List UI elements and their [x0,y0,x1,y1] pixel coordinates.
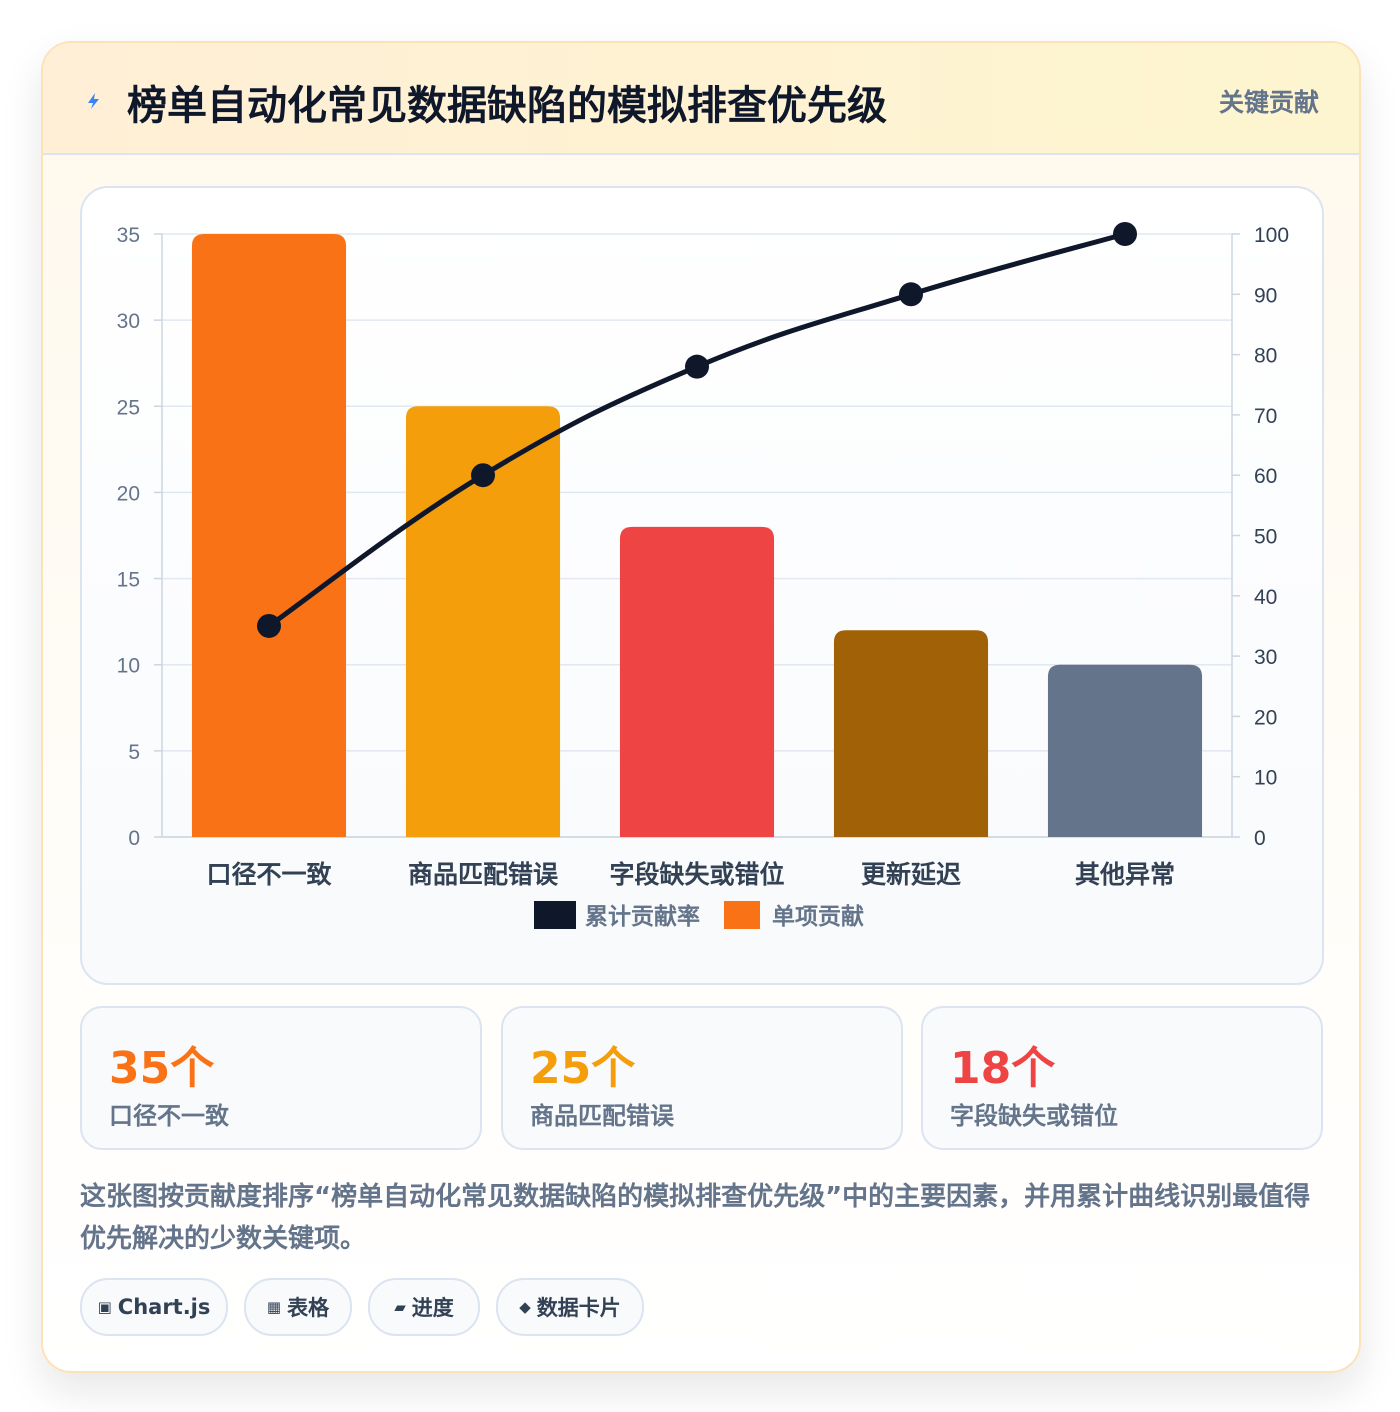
chip-label: 进度 [411,1296,454,1320]
category-label: 字段缺失或错位 [609,860,784,889]
right-axis-tick-label: 10 [1254,767,1277,790]
chip-label: 数据卡片 [536,1296,621,1320]
stat-card: 18个 字段缺失或错位 [921,1006,1323,1150]
bar [191,234,347,837]
stat-value: 18个 [950,1043,1056,1094]
left-axis-tick-label: 35 [117,224,140,247]
right-axis-tick-label: 0 [1254,827,1266,850]
right-axis-tick-label: 20 [1254,706,1277,729]
right-axis-tick-label: 30 [1254,646,1277,669]
header-tag: 关键贡献 [1218,88,1319,117]
left-axis-tick-label: 20 [117,482,140,505]
table-icon: ▦ [266,1298,282,1316]
bar [405,406,561,837]
left-axis-tick-label: 25 [117,396,140,419]
bar [619,526,775,837]
stat-cards: 35个 口径不一致 25个 商品匹配错误 18个 字段缺失或错位 [80,1006,1324,1150]
chip-label: Chart.js [117,1295,211,1319]
legend-label: 累计贡献率 [585,903,700,930]
progress-icon: ▰ [394,1298,406,1316]
stat-card: 35个 口径不一致 [80,1006,482,1150]
left-axis-tick-label: 0 [128,827,140,850]
right-axis-tick-label: 70 [1254,405,1277,428]
chart-panel: 0 5 10 15 20 25 30 35 0 10 20 30 40 50 60 70 80 90 100 口径不一… [80,186,1324,985]
tech-chips: ▣ Chart.js ▦ 表格 ▰ 进度 ◆ 数据卡片 [80,1278,1320,1336]
chart-icon: ▣ [97,1298,112,1316]
stat-label: 字段缺失或错位 [950,1102,1118,1130]
legend-swatch-cumulative [534,901,576,929]
cumulative-point [471,463,495,488]
stat-label: 口径不一致 [109,1102,229,1130]
stat-value: 35个 [109,1043,215,1094]
chip-progress[interactable]: ▰ 进度 [368,1278,480,1336]
left-axis-tick-label: 15 [117,569,140,592]
category-label: 更新延迟 [861,860,961,889]
legend-label: 单项贡献 [772,904,864,930]
chip-chartjs[interactable]: ▣ Chart.js [80,1278,228,1336]
right-axis-tick-label: 100 [1254,224,1289,247]
diamond-icon: ◆ [519,1298,531,1316]
lightning-icon [88,93,99,109]
bar [833,630,989,837]
card-header: 榜单自动化常见数据缺陷的模拟排查优先级 关键贡献 [43,43,1359,155]
stat-value: 25个 [530,1043,636,1094]
cumulative-point [257,613,281,638]
category-label: 商品匹配错误 [408,860,559,889]
category-label: 口径不一致 [206,860,332,889]
legend-swatch-bar [724,901,760,929]
stat-label: 商品匹配错误 [530,1102,674,1130]
cumulative-point [1113,222,1137,246]
right-axis-tick-label: 50 [1254,526,1277,549]
category-label: 其他异常 [1075,860,1175,889]
right-axis-tick-label: 80 [1254,345,1277,368]
bar [1047,664,1203,837]
chip-table[interactable]: ▦ 表格 [244,1278,352,1336]
cumulative-point [685,354,709,379]
left-axis-tick-label: 30 [117,310,140,333]
right-axis-tick-label: 90 [1254,284,1277,307]
chart-card: 榜单自动化常见数据缺陷的模拟排查优先级 关键贡献 0 5 10 15 20 25 30 35 0… [41,41,1361,1373]
pareto-chart: 0 5 10 15 20 25 30 35 0 10 20 30 40 50 60 70 80 90 100 口径不一… [117,222,1289,930]
left-axis-tick-label: 5 [128,741,140,764]
chip-label: 表格 [287,1296,330,1320]
page-title: 榜单自动化常见数据缺陷的模拟排查优先级 [127,83,887,129]
right-axis-tick-label: 60 [1254,465,1277,488]
left-axis-tick-label: 10 [117,655,140,678]
chart-description: 这张图按贡献度排序“榜单自动化常见数据缺陷的模拟排查优先级”中的主要因素，并用累… [80,1182,1311,1254]
cumulative-point [899,282,923,307]
stat-card: 25个 商品匹配错误 [501,1006,903,1150]
right-axis-tick-label: 40 [1254,586,1277,609]
chip-data-card[interactable]: ◆ 数据卡片 [496,1278,644,1336]
